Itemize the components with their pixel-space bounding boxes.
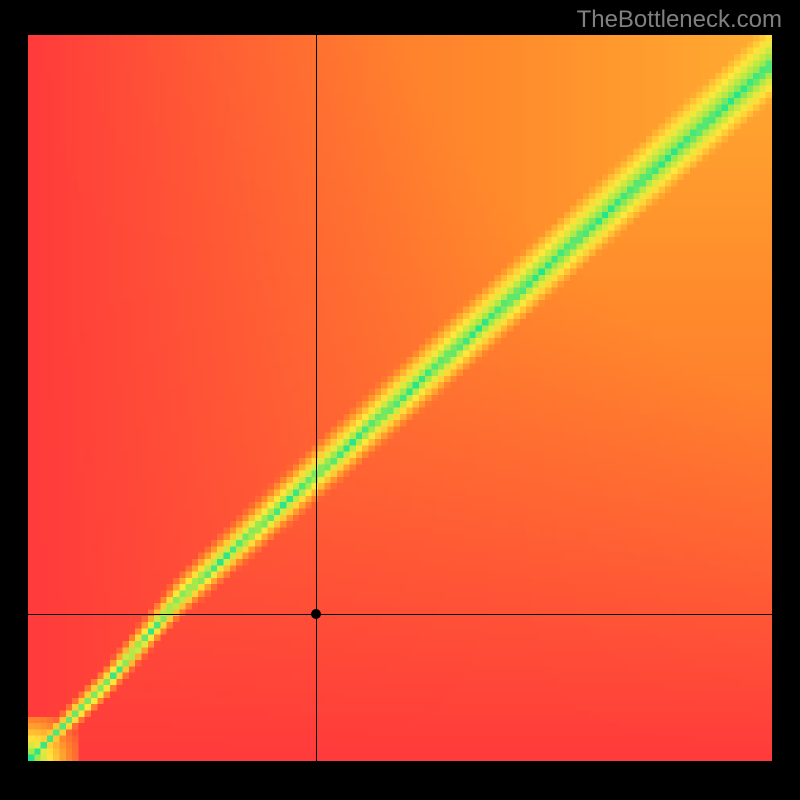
- marker-dot: [311, 609, 321, 619]
- heatmap-canvas: [28, 35, 772, 761]
- crosshair-vertical: [316, 35, 317, 761]
- crosshair-horizontal: [28, 614, 772, 615]
- watermark-text: TheBottleneck.com: [577, 6, 782, 34]
- chart-container: TheBottleneck.com: [0, 0, 800, 800]
- bottleneck-heatmap: [28, 35, 772, 761]
